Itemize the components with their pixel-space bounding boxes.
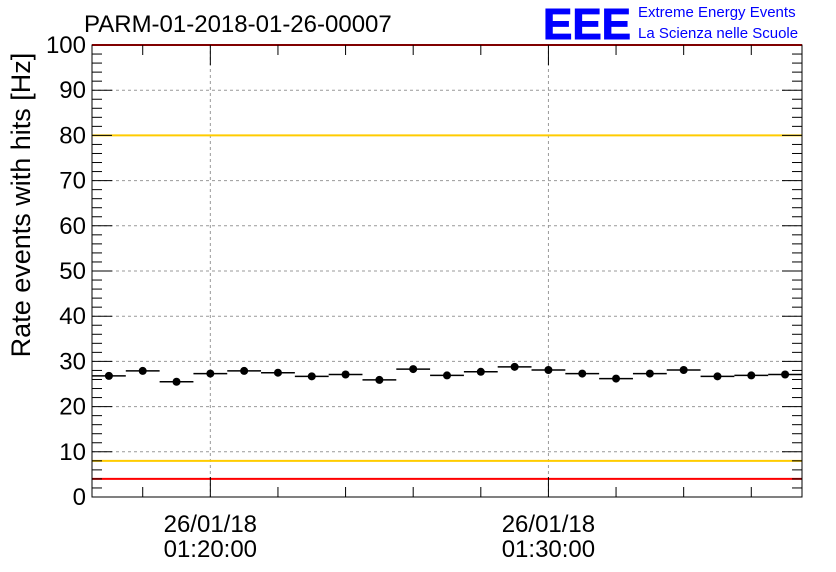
y-tick-label: 0 <box>73 484 86 511</box>
y-tick-label: 30 <box>59 348 86 375</box>
x-tick-label-date: 26/01/18 <box>502 511 595 538</box>
data-point <box>747 371 756 380</box>
y-tick-label: 100 <box>46 32 86 59</box>
chart-title: PARM-01-2018-01-26-00007 <box>84 11 392 38</box>
x-tick-label-date: 26/01/18 <box>164 511 257 538</box>
data-point <box>443 371 451 380</box>
y-tick-label: 60 <box>59 213 86 240</box>
data-point <box>645 369 654 378</box>
data-point <box>206 369 215 378</box>
y-tick-label: 40 <box>59 303 86 330</box>
data-point <box>781 370 790 379</box>
data-point <box>612 374 621 383</box>
data-point <box>104 371 113 380</box>
data-points <box>92 362 802 386</box>
y-tick-label: 90 <box>59 77 86 104</box>
axis-ticks <box>92 44 802 498</box>
grid-lines <box>92 45 802 497</box>
y-tick-label: 10 <box>59 439 86 466</box>
data-point <box>240 366 249 375</box>
x-tick-label-time: 01:30:00 <box>502 536 595 563</box>
x-tick-label-time: 01:20:00 <box>164 536 257 563</box>
logo-line-1: Extreme Energy Events <box>638 4 796 21</box>
data-point <box>409 365 418 374</box>
data-point <box>138 366 147 375</box>
reference-lines <box>92 44 802 480</box>
data-point <box>172 377 181 386</box>
data-point <box>679 365 688 374</box>
data-point <box>273 368 282 377</box>
y-tick-label: 20 <box>59 394 86 421</box>
eee-logo-mark: EEE <box>543 0 631 49</box>
data-point <box>544 365 553 374</box>
y-tick-labels: 0 10 20 30 40 50 60 70 80 90 100 <box>46 32 86 511</box>
data-point <box>341 370 350 379</box>
y-axis-label: Rate events with hits [Hz] <box>6 53 36 358</box>
y-tick-label: 50 <box>59 258 86 285</box>
data-point <box>510 362 519 371</box>
data-point <box>375 375 384 384</box>
data-point <box>713 372 722 381</box>
eee-logo: EEE Extreme Energy Events La Scienza nel… <box>543 0 799 50</box>
data-point <box>307 372 316 381</box>
data-point <box>578 369 587 378</box>
y-tick-label: 80 <box>59 122 86 149</box>
logo-line-2: La Scienza nelle Scuole <box>638 25 798 42</box>
y-tick-label: 70 <box>59 168 86 195</box>
data-point <box>476 367 485 376</box>
